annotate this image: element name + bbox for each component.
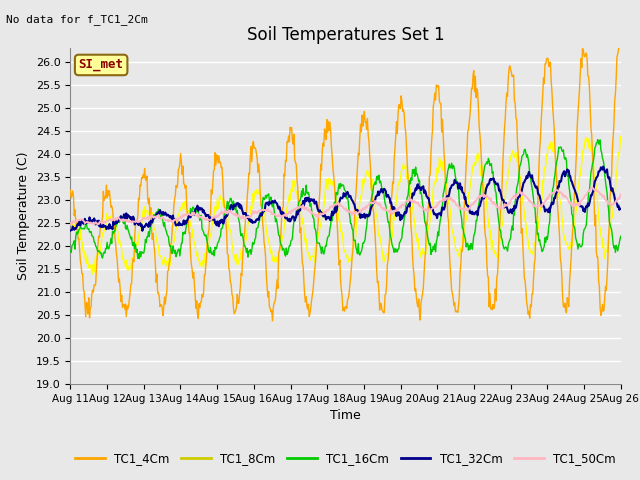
Text: SI_met: SI_met (79, 59, 124, 72)
Legend: TC1_4Cm, TC1_8Cm, TC1_16Cm, TC1_32Cm, TC1_50Cm: TC1_4Cm, TC1_8Cm, TC1_16Cm, TC1_32Cm, TC… (70, 447, 621, 469)
X-axis label: Time: Time (330, 409, 361, 422)
Text: No data for f_TC1_2Cm: No data for f_TC1_2Cm (6, 14, 148, 25)
Y-axis label: Soil Temperature (C): Soil Temperature (C) (17, 152, 30, 280)
Title: Soil Temperatures Set 1: Soil Temperatures Set 1 (247, 25, 444, 44)
